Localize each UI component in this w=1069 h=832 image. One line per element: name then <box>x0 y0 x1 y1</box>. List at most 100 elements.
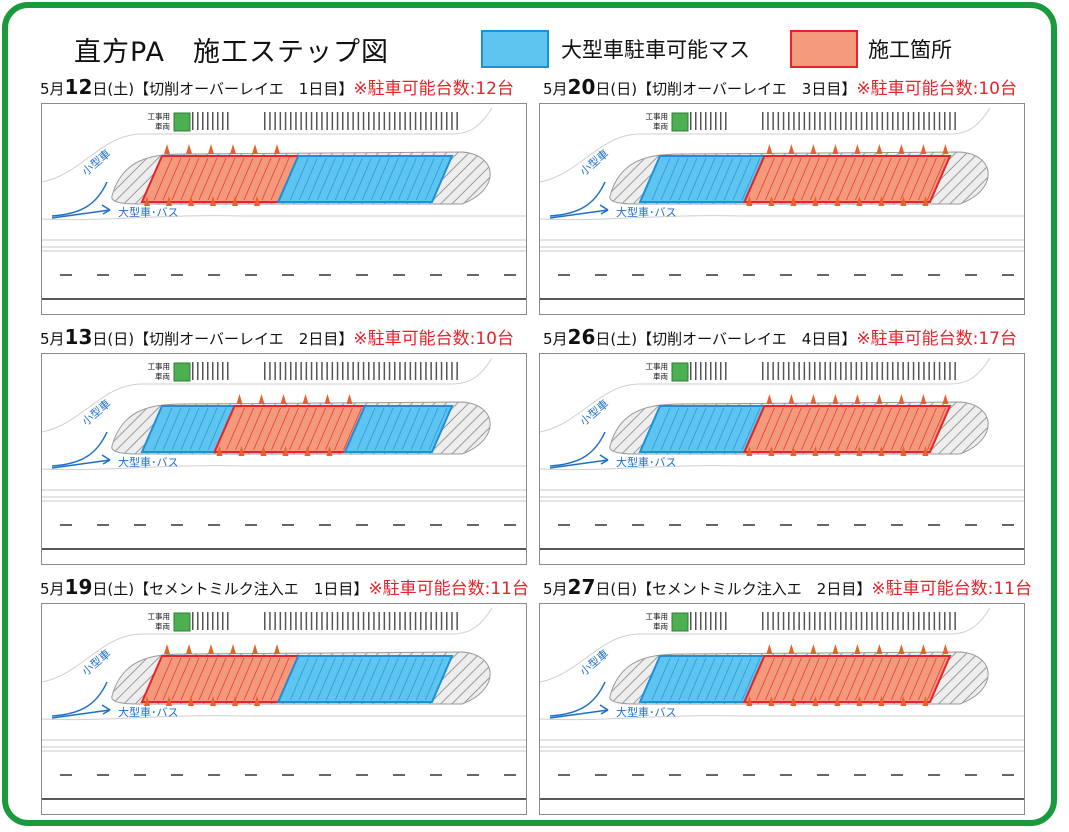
large-vehicle-parking-zone <box>276 155 454 203</box>
small-car-arrow <box>51 681 108 717</box>
large-bus-arrow <box>51 209 111 219</box>
small-car-arrow <box>549 181 606 217</box>
area-boundary <box>540 715 1024 721</box>
arrow-head <box>101 454 111 465</box>
large-bus-label: 大型車･バス <box>616 205 677 219</box>
small-car-label: 小型車 <box>577 146 611 178</box>
area-boundary <box>540 107 991 183</box>
large-bus-label: 大型車･バス <box>118 205 179 219</box>
arrow-head <box>101 704 111 715</box>
large-bus-arrow <box>51 709 111 719</box>
legend-label-work: 施工箇所 <box>868 38 952 62</box>
work-vehicle-box <box>173 112 191 132</box>
work-vehicle-label: 工事用 <box>646 611 669 621</box>
step-map-panel: 工事用 車両小型車大型車･バス <box>41 103 527 315</box>
small-car-label: 小型車 <box>79 146 113 178</box>
parking-stall-lines <box>153 157 290 201</box>
parking-stall-lines <box>289 657 444 701</box>
area-boundary <box>540 215 1024 221</box>
small-car-slots <box>690 612 956 630</box>
legend-label-parking: 大型車駐車可能マス <box>561 38 750 62</box>
panel-heading: 5月26日(土)【切削オーバーレイエ 4日目】※駐車可能台数:17台 <box>543 325 1017 349</box>
work-vehicle-label: 車両 <box>155 371 170 381</box>
parking-count: ※駐車可能台数:17台 <box>856 329 1017 349</box>
parking-stall-lines <box>651 157 761 201</box>
step-map-panel: 工事用 車両小型車大型車･バス <box>41 353 527 565</box>
small-car-label: 小型車 <box>79 396 113 428</box>
work-vehicle-box <box>671 362 689 382</box>
work-zone <box>742 155 952 203</box>
large-bus-arrow <box>51 459 111 469</box>
arrow-head <box>599 204 609 215</box>
traffic-cones <box>746 394 949 456</box>
area-boundary <box>42 465 526 471</box>
small-car-arrow <box>549 431 606 467</box>
work-vehicle-label: 車両 <box>155 121 170 131</box>
area-boundary <box>42 215 526 221</box>
step-map-panel: 工事用 車両 小型車 大型車･バス <box>539 603 1025 815</box>
panel-heading: 5月27日(日)【セメントミルク注入エ 2日目】※駐車可能台数:11台 <box>543 575 1032 599</box>
work-vehicle-label: 工事用 <box>148 111 171 121</box>
small-car-slots <box>192 112 458 130</box>
parking-stall-lines <box>755 157 946 201</box>
large-bus-label: 大型車･バス <box>118 705 179 719</box>
legend-swatch-work <box>790 30 858 68</box>
work-vehicle-label: 車両 <box>653 621 668 631</box>
panel-heading: 5月19日(土)【セメントミルク注入エ 1日目】※駐車可能台数:11台 <box>40 575 529 599</box>
work-vehicle-label: 工事用 <box>646 111 669 121</box>
parking-count: ※駐車可能台数:10台 <box>856 79 1017 99</box>
large-vehicle-parking-zone <box>638 655 766 703</box>
parking-count: ※駐車可能台数:11台 <box>871 579 1032 599</box>
traffic-cones <box>746 644 949 706</box>
page-title: 直方PA 施工ステップ図 <box>74 37 390 68</box>
parking-stall-lines <box>755 657 946 701</box>
large-bus-arrow <box>549 459 609 469</box>
work-vehicle-label: 工事用 <box>148 361 171 371</box>
panel-heading: 5月13日(日)【切削オーバーレイエ 2日目】※駐車可能台数:10台 <box>40 325 514 349</box>
parking-stall-lines <box>651 657 761 701</box>
work-vehicle-label: 車両 <box>155 621 170 631</box>
small-car-slots <box>690 362 956 380</box>
traffic-cones <box>144 144 280 206</box>
large-vehicle-parking-zone <box>276 655 454 703</box>
work-vehicle-label: 工事用 <box>148 611 171 621</box>
small-car-arrow <box>549 681 606 717</box>
parking-stall-lines <box>356 407 448 451</box>
area-boundary <box>42 357 493 433</box>
work-vehicle-box <box>173 362 191 382</box>
area-boundary <box>42 107 493 183</box>
parking-stall-lines <box>226 407 362 451</box>
step-map-panel: 工事用 車両 小型車 大型車･バス <box>539 353 1025 565</box>
large-vehicle-parking-zone <box>638 155 766 203</box>
parking-stall-lines <box>755 407 946 451</box>
parking-count: ※駐車可能台数:10台 <box>353 329 514 349</box>
small-car-label: 小型車 <box>577 646 611 678</box>
area-boundary <box>540 465 1024 471</box>
work-vehicle-box <box>173 612 191 632</box>
panel-heading: 5月12日(土)【切削オーバーレイエ 1日目】※駐車可能台数:12台 <box>40 75 514 99</box>
area-boundary <box>540 357 991 433</box>
work-vehicle-label: 車両 <box>653 121 668 131</box>
parking-count: ※駐車可能台数:12台 <box>353 79 514 99</box>
arrow-head <box>599 454 609 465</box>
parking-stall-lines <box>651 407 761 451</box>
parking-count: ※駐車可能台数:11台 <box>368 579 529 599</box>
small-car-arrow <box>51 181 108 217</box>
small-car-slots <box>192 362 458 380</box>
traffic-cones <box>746 144 949 206</box>
traffic-cones <box>144 644 280 706</box>
large-bus-arrow <box>549 709 609 719</box>
large-bus-label: 大型車･バス <box>118 455 179 469</box>
arrow-head <box>599 704 609 715</box>
area-boundary <box>540 607 991 683</box>
small-car-arrow <box>51 431 108 467</box>
parking-stall-lines <box>289 157 444 201</box>
step-map-panel: 工事用 車両 小型車 大型車･バス <box>41 603 527 815</box>
work-zone <box>742 655 952 703</box>
